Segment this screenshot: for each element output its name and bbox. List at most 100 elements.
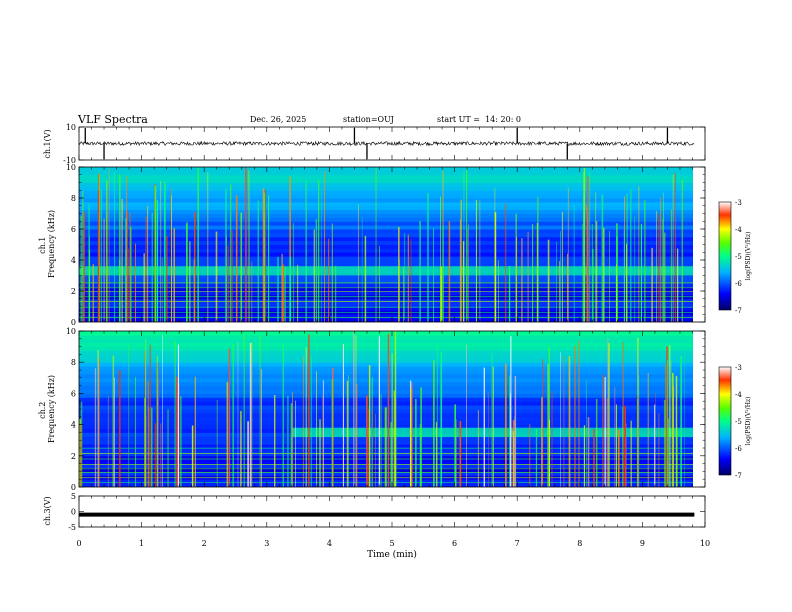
y-tick-label: 2 (71, 452, 76, 461)
y-tick-label: 0 (71, 483, 76, 492)
colorbar-ch1-tick: -3 (735, 199, 742, 207)
start-ut-prefix: start UT = (437, 115, 480, 124)
x-tick-label: 10 (700, 539, 710, 548)
spectrogram-background-band (79, 232, 693, 238)
colorbar-ch1-tick: -6 (735, 280, 742, 288)
x-tick-label: 5 (389, 539, 394, 548)
colorbar-ch2-label: log(PSD)(V²/Hz) (745, 397, 752, 446)
x-tick-label: 9 (640, 539, 645, 548)
y-tick-label: 8 (71, 358, 76, 367)
ch2-spec-ylabel-line1: ch.2 (38, 402, 47, 419)
ch1-spec-ylabel-line1: ch.1 (38, 237, 47, 254)
colorbar-ch2-tick: -4 (735, 391, 742, 399)
spectrogram-background-band (79, 229, 693, 234)
colorbar-ch2: -3 -4 -5 -6 -7 log(PSD)(V²/Hz) (718, 364, 752, 480)
spectrogram-background-band (79, 287, 693, 292)
spectrogram-background-band (79, 252, 693, 257)
spectrogram-background-band (79, 279, 693, 284)
start-time-label: start UT = 14: 20: 0 (437, 115, 521, 124)
spectrogram-background-band (79, 225, 693, 230)
spectrogram-background-band (79, 221, 693, 226)
spectrogram-background-band (79, 213, 693, 218)
y-tick-label: 4 (71, 256, 76, 265)
y-tick-label: 0 (71, 508, 76, 517)
spectrogram-background-band (79, 358, 693, 363)
x-tick-label: 8 (577, 539, 582, 548)
x-tick-label: 7 (515, 539, 520, 548)
emission-band (79, 266, 693, 276)
ch1-spectrogram-panel (79, 167, 693, 322)
y-tick-label: 6 (71, 389, 76, 398)
spectrogram-background-band (79, 381, 693, 387)
y-tick-label: 2 (71, 287, 76, 296)
colorbar-ch2-tick: -5 (735, 418, 742, 426)
spectrogram-background-band (79, 306, 693, 311)
colorbar-ch1-gradient (718, 201, 732, 311)
spectrogram-background-band (79, 362, 693, 367)
spectrogram-background-band (79, 178, 693, 183)
y-tick-label: 8 (71, 194, 76, 203)
spectrogram-background-band (79, 401, 693, 406)
ch3-wave-ylabel: ch.3(V) (43, 496, 52, 525)
spectrogram-background-band (79, 194, 693, 199)
spectrogram-background-band (79, 302, 693, 307)
spectrogram-background-band (79, 167, 693, 172)
spectrogram-background-band (79, 298, 693, 304)
station-label: station=OUJ (343, 115, 394, 124)
ch1-waveform-trace (78, 140, 695, 147)
spectrogram-background-band (79, 354, 693, 359)
y-tick-label: 0 (71, 318, 76, 327)
spectrogram-background-band (79, 318, 693, 322)
chart-title: VLF Spectra (78, 113, 148, 126)
colorbar-ch2-gradient (718, 366, 732, 476)
spectrogram-background-band (79, 260, 693, 265)
spectrogram-background-band (79, 350, 693, 355)
x-tick-label: 4 (327, 539, 332, 548)
colorbar-ch1-tick: -4 (735, 226, 742, 234)
x-tick-label: 0 (76, 539, 81, 548)
colorbar-ch1-tick: -7 (735, 307, 742, 315)
y-tick-label: 6 (71, 225, 76, 234)
spectrogram-background-band (79, 366, 693, 371)
start-ut-value: 14: 20: 0 (485, 115, 522, 124)
colorbar-ch1: -3 -4 -5 -6 -7 log(PSD)(V²/Hz) (718, 199, 752, 315)
ch1-spec-ylabel: ch.1 Frequency (kHz) (38, 210, 56, 278)
y-tick-label: 10 (66, 327, 76, 336)
spectrogram-background-band (79, 201, 693, 207)
colorbar-ch1-tick: -5 (735, 253, 742, 261)
spectrogram-background-band (79, 190, 693, 195)
spectrogram-background-band (79, 370, 693, 375)
spectrogram-background-band (79, 346, 693, 351)
x-tick-label: 2 (202, 539, 207, 548)
x-tick-label: 1 (139, 539, 144, 548)
spectrogram-background-band (79, 331, 693, 336)
y-tick-label: 10 (66, 123, 76, 132)
spectrogram-background-band (79, 174, 693, 180)
spectrogram-background-band (79, 342, 693, 348)
ch1-wave-ylabel: ch.1(V) (43, 129, 52, 158)
spectrogram-background-band (79, 205, 693, 211)
ch1-waveform-panel (78, 128, 695, 159)
spectrogram-background-band (79, 314, 693, 319)
spectrogram-background-band (79, 385, 693, 390)
spectrogram-background-band (79, 275, 693, 280)
spectrogram-background-band (79, 256, 693, 261)
spectrogram-background-band (79, 338, 693, 344)
y-tick-label: -5 (68, 523, 76, 532)
ch2-spectrogram-panel (79, 331, 693, 487)
spectrogram-background-band (79, 240, 693, 245)
y-tick-label: 10 (66, 163, 76, 172)
colorbar-ch2-tick: -6 (735, 445, 742, 453)
colorbar-ch1-label: log(PSD)(V²/Hz) (745, 232, 752, 281)
spectrogram-background-band (79, 186, 693, 191)
y-tick-label: -10 (63, 156, 76, 165)
spectrogram-background-band (79, 291, 693, 296)
spectrogram-background-band (79, 217, 693, 222)
ch2-spec-ylabel-line2: Frequency (kHz) (47, 375, 56, 443)
x-axis-label: Time (min) (367, 549, 417, 560)
spectrogram-background-band (79, 236, 693, 242)
ch1-spec-ylabel-line2: Frequency (kHz) (47, 210, 56, 278)
ch2-spec-ylabel: ch.2 Frequency (kHz) (38, 375, 56, 443)
colorbar-ch2-tick: -3 (735, 364, 742, 372)
